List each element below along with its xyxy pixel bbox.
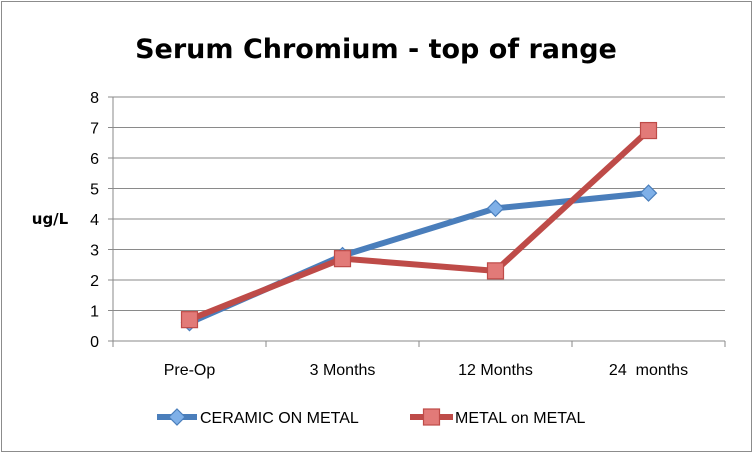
data-point (639, 121, 658, 140)
y-tick-label: 6 (90, 151, 99, 168)
chart-title: Serum Chromium - top of range (135, 34, 617, 65)
x-tick-labels: Pre-Op 3 Months 12 Months 24 months (164, 362, 688, 379)
series-1 (180, 184, 658, 332)
legend-label: METAL on METAL (455, 410, 586, 427)
series-2 (180, 121, 658, 329)
legend-label: CERAMIC ON METAL (200, 410, 359, 427)
y-tick-label: 5 (90, 182, 99, 199)
legend-item: METAL on METAL (410, 408, 586, 427)
data-point (486, 199, 505, 218)
data-point (333, 250, 352, 268)
y-tick-labels: 0 1 2 3 4 5 6 7 8 (90, 90, 99, 351)
y-tick-label: 0 (90, 334, 99, 351)
y-tick-label: 1 (90, 304, 99, 321)
data-point (639, 184, 658, 202)
legend-marker (168, 408, 186, 426)
series-line (186, 190, 652, 326)
y-tick-label: 3 (90, 243, 99, 260)
x-tick-label: 3 Months (310, 362, 376, 379)
series-line (186, 127, 652, 323)
y-axis-label: ug/L (32, 210, 69, 228)
data-point (486, 262, 505, 280)
x-tick-label: 12 Months (458, 362, 533, 379)
legend-item: CERAMIC ON METAL (157, 408, 359, 427)
legend-marker (422, 408, 441, 426)
y-tick-label: 8 (90, 90, 99, 107)
x-tick-label: 24 months (609, 362, 688, 379)
x-tick-label: Pre-Op (164, 362, 216, 379)
axes (108, 96, 726, 347)
data-point (180, 311, 199, 329)
y-tick-label: 4 (90, 212, 99, 229)
y-tick-label: 2 (90, 273, 99, 290)
series-lines (180, 121, 658, 332)
y-tick-label: 7 (90, 121, 99, 138)
gridlines (113, 96, 725, 311)
legend: CERAMIC ON METAL METAL on METAL (157, 408, 586, 427)
